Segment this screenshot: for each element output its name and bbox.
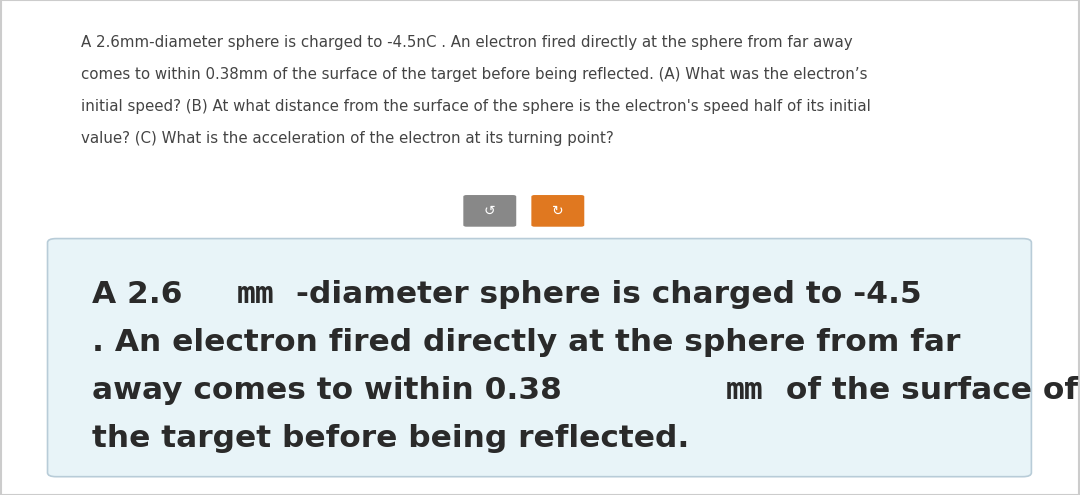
Text: . An electron fired directly at the sphere from far: . An electron fired directly at the sphe… (92, 328, 960, 357)
Text: mm: mm (726, 376, 764, 405)
Text: value? (C) What is the acceleration of the electron at its turning point?: value? (C) What is the acceleration of t… (81, 131, 613, 146)
Text: away comes to within 0.38: away comes to within 0.38 (92, 376, 583, 405)
Text: -diameter sphere is charged to -4.5: -diameter sphere is charged to -4.5 (285, 280, 944, 309)
Text: of the surface of: of the surface of (774, 376, 1078, 405)
Text: the target before being reflected.: the target before being reflected. (92, 424, 689, 453)
Text: A 2.6: A 2.6 (92, 280, 204, 309)
Text: A 2.6mm-diameter sphere is charged to -4.5nC . An electron fired directly at the: A 2.6mm-diameter sphere is charged to -4… (81, 35, 852, 50)
FancyBboxPatch shape (48, 239, 1031, 477)
FancyBboxPatch shape (463, 195, 516, 227)
FancyBboxPatch shape (531, 195, 584, 227)
Text: ↺: ↺ (484, 204, 496, 218)
Text: mm: mm (237, 280, 274, 309)
Text: comes to within 0.38mm of the surface of the target before being reflected. (A) : comes to within 0.38mm of the surface of… (81, 67, 867, 82)
Text: ↻: ↻ (552, 204, 564, 218)
Text: initial speed? (B) At what distance from the surface of the sphere is the electr: initial speed? (B) At what distance from… (81, 99, 870, 114)
